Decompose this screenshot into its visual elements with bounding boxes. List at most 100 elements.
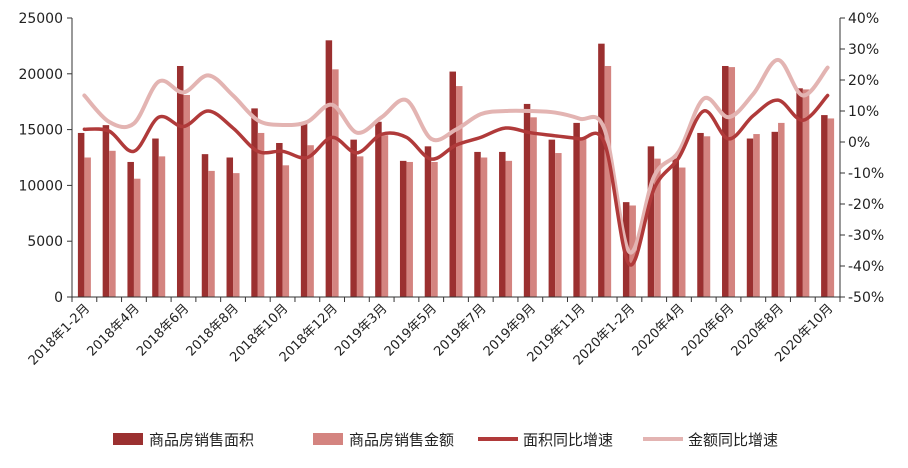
legend-label: 商品房销售面积	[149, 431, 254, 449]
bar-amount-11	[356, 156, 364, 297]
bar-amount-9	[307, 145, 314, 297]
bar-amount-20	[579, 137, 587, 297]
legend-label: 金额同比增速	[688, 431, 778, 449]
bar-amount-5	[208, 170, 215, 297]
bar-amount-18	[530, 117, 537, 297]
right-tick-label: 0%	[848, 135, 870, 151]
bar-amount-16	[480, 157, 488, 297]
right-tick-label: 20%	[848, 73, 879, 89]
right-tick-label: -10%	[848, 166, 884, 182]
right-tick-label: -30%	[848, 228, 884, 244]
bar-amount-15	[456, 86, 463, 297]
bar-area-25	[697, 132, 704, 297]
bar-area-20	[573, 122, 580, 298]
bar-amount-24	[678, 167, 686, 297]
left-tick-label: 10000	[18, 178, 63, 194]
bar-area-4	[176, 65, 184, 298]
x-tick-label: 2020年4月	[630, 301, 688, 359]
line-area-growth	[82, 93, 830, 267]
right-tick-label: -40%	[848, 259, 884, 275]
x-tick-label: 2019年7月	[431, 301, 489, 359]
bar-amount-21	[604, 65, 612, 298]
bar-amount-26	[728, 67, 736, 297]
bar-area-6	[226, 157, 234, 297]
legend-swatch	[313, 433, 343, 445]
left-tick-label: 20000	[18, 67, 63, 83]
bar-area-16	[474, 151, 481, 297]
bar-area-26	[722, 65, 729, 298]
bar-area-14	[424, 146, 432, 297]
legend-label: 面积同比增速	[523, 431, 613, 449]
bar-amount-6	[233, 173, 240, 297]
bar-area-21	[598, 43, 605, 297]
bar-area-3	[152, 138, 159, 297]
right-tick-label: -20%	[848, 197, 884, 213]
bar-amount-2	[133, 178, 141, 297]
right-tick-label: -50%	[848, 290, 884, 306]
bar-area-10	[325, 40, 333, 297]
bar-amount-10	[332, 69, 339, 297]
x-tick-label: 2020年6月	[679, 301, 737, 359]
bar-area-1	[102, 125, 110, 297]
bar-area-5	[201, 154, 209, 297]
bar-amount-14	[431, 161, 438, 297]
bar-amount-1	[109, 150, 116, 297]
bar-area-17	[499, 151, 506, 297]
x-tick-label: 2018年4月	[85, 301, 143, 359]
x-tick-label: 2019年3月	[332, 301, 390, 359]
legend-label: 商品房销售金额	[349, 431, 454, 449]
bar-amount-13	[406, 161, 413, 297]
bar-amount-4	[183, 95, 190, 297]
left-tick-label: 0	[54, 290, 63, 306]
legend-item-3: 金额同比增速	[643, 431, 778, 449]
bar-amount-29	[802, 89, 810, 297]
bar-area-19	[548, 139, 556, 297]
bar-amount-12	[381, 135, 389, 297]
bar-amount-27	[753, 134, 760, 297]
bar-amount-19	[555, 153, 562, 297]
bar-amount-8	[282, 165, 290, 297]
bar-amount-3	[158, 156, 166, 297]
bar-area-9	[300, 124, 308, 298]
bar-area-0	[77, 132, 85, 297]
left-tick-label: 15000	[18, 123, 63, 139]
bar-area-28	[771, 131, 779, 297]
bar-amount-23	[654, 158, 661, 297]
right-tick-label: 10%	[848, 104, 879, 120]
bar-area-30	[821, 115, 828, 297]
legend-item-2: 面积同比增速	[478, 431, 613, 449]
x-tick-label: 2018年6月	[134, 301, 192, 359]
bar-amount-25	[703, 136, 711, 297]
bar-area-2	[127, 161, 134, 297]
x-tick-label: 2018年1-2月	[26, 301, 93, 368]
bar-area-12	[375, 121, 382, 297]
bar-area-18	[523, 103, 531, 298]
right-tick-label: 40%	[848, 11, 879, 27]
bar-area-23	[647, 146, 655, 297]
legend-item-1: 商品房销售金额	[313, 431, 454, 449]
right-tick-label: 30%	[848, 42, 879, 58]
bar-area-7	[251, 108, 258, 298]
bar-area-11	[350, 139, 357, 297]
left-tick-label: 5000	[27, 234, 63, 250]
bars-layer	[77, 40, 835, 298]
legend-item-0: 商品房销售面积	[113, 431, 254, 449]
bar-area-29	[796, 88, 803, 297]
bar-amount-7	[257, 132, 265, 297]
bar-amount-17	[505, 160, 513, 297]
bar-area-24	[672, 158, 679, 297]
bar-area-8	[276, 142, 283, 297]
bar-amount-28	[778, 122, 785, 298]
bar-area-13	[399, 160, 407, 297]
bar-area-15	[449, 71, 456, 297]
bar-area-27	[746, 138, 754, 297]
legend-swatch	[113, 433, 143, 445]
left-tick-label: 25000	[18, 11, 63, 27]
line-amount-growth	[82, 57, 830, 255]
bar-amount-0	[84, 157, 91, 297]
lines-layer	[82, 57, 830, 267]
legend: 商品房销售面积 商品房销售金额 面积同比增速 金额同比增速	[113, 431, 778, 449]
x-tick-label: 2019年5月	[382, 301, 440, 359]
bar-amount-30	[827, 118, 835, 297]
